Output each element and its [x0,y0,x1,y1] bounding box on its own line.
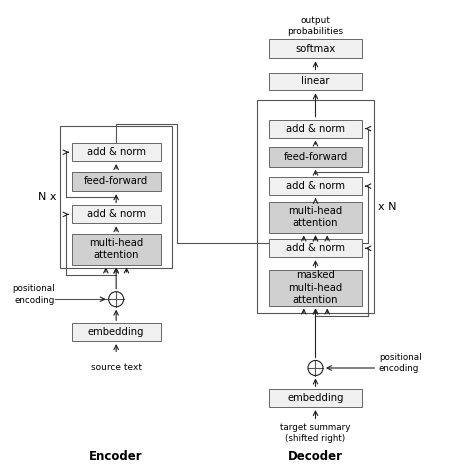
FancyBboxPatch shape [72,172,161,191]
Text: add & norm: add & norm [286,124,345,134]
Text: add & norm: add & norm [87,210,146,219]
FancyBboxPatch shape [269,202,363,233]
FancyBboxPatch shape [269,239,363,257]
Text: masked
multi-head
attention: masked multi-head attention [288,271,343,305]
FancyBboxPatch shape [72,205,161,223]
Text: target summary
(shifted right): target summary (shifted right) [280,423,351,443]
Text: add & norm: add & norm [286,243,345,253]
Text: feed-forward: feed-forward [84,176,148,186]
Text: N x: N x [37,192,56,202]
Text: Encoder: Encoder [90,450,143,463]
FancyBboxPatch shape [72,143,161,161]
Text: embedding: embedding [88,327,145,337]
Text: positional
encoding: positional encoding [13,284,55,304]
Text: positional
encoding: positional encoding [379,353,421,374]
Bar [257,100,374,313]
FancyBboxPatch shape [72,234,161,264]
Text: multi-head
attention: multi-head attention [89,238,143,260]
Text: add & norm: add & norm [87,147,146,157]
Text: source text: source text [91,363,142,372]
Text: multi-head
attention: multi-head attention [288,206,343,228]
Text: add & norm: add & norm [286,181,345,191]
Text: softmax: softmax [295,44,336,54]
FancyBboxPatch shape [72,323,161,341]
FancyBboxPatch shape [269,147,363,167]
Bar [60,126,173,268]
Text: output
probabilities: output probabilities [287,16,344,36]
Text: x N: x N [378,202,397,212]
Text: embedding: embedding [287,393,344,403]
Text: Decoder: Decoder [288,450,343,463]
Text: linear: linear [301,76,330,86]
FancyBboxPatch shape [269,177,363,195]
FancyBboxPatch shape [269,389,363,407]
FancyBboxPatch shape [269,270,363,306]
FancyBboxPatch shape [269,119,363,137]
FancyBboxPatch shape [269,73,363,91]
FancyBboxPatch shape [269,38,363,58]
Text: feed-forward: feed-forward [283,152,347,162]
